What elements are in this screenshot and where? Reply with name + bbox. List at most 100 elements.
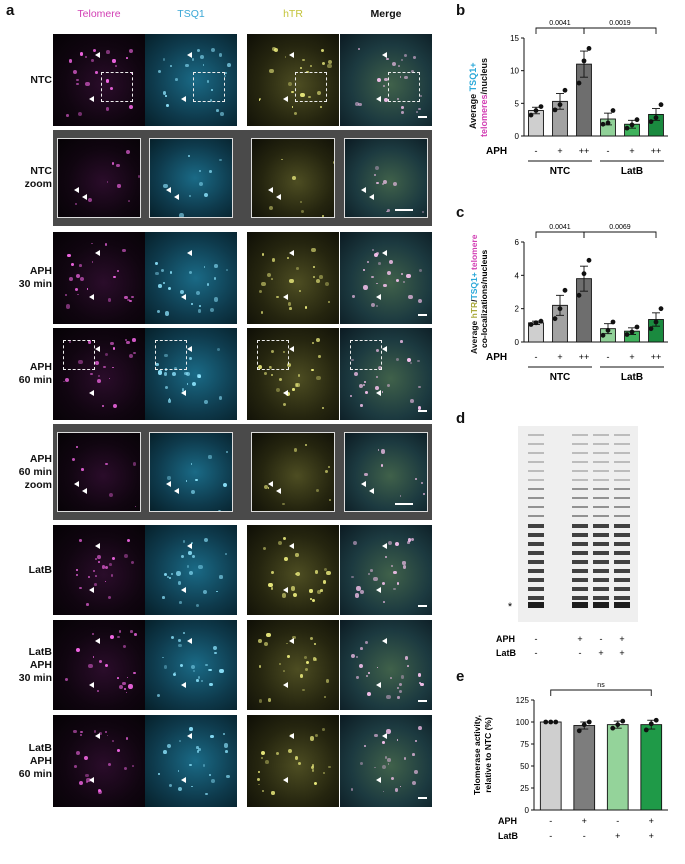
gel-band bbox=[528, 461, 544, 463]
gel-band bbox=[593, 602, 609, 608]
gel-band bbox=[572, 551, 588, 555]
gel-band bbox=[572, 479, 588, 481]
data-point bbox=[586, 257, 592, 263]
row-label: NTC bbox=[30, 73, 52, 86]
gel-band bbox=[572, 452, 588, 454]
gel-band bbox=[593, 434, 609, 436]
category-mark: - bbox=[549, 816, 552, 826]
y-tick-label: 4 bbox=[515, 271, 520, 280]
row-label: APH bbox=[498, 816, 517, 826]
row-label: NTC zoom bbox=[24, 165, 52, 190]
significance-label: 0.0041 bbox=[549, 224, 571, 231]
chart-e: 0 25 50 75 100 125 ns Telomerase activity, relat… bbox=[472, 682, 668, 841]
data-point bbox=[581, 271, 587, 277]
row-label: APH bbox=[486, 146, 507, 157]
data-point bbox=[658, 306, 664, 312]
channel-header: hTR bbox=[283, 8, 303, 20]
data-point bbox=[629, 122, 635, 128]
category-label: + bbox=[629, 352, 634, 362]
data-point bbox=[610, 108, 616, 113]
gel-band bbox=[593, 542, 609, 546]
gel-band bbox=[593, 461, 609, 463]
y-tick-label: 5 bbox=[515, 99, 520, 108]
data-point bbox=[581, 58, 587, 64]
gel-band bbox=[572, 434, 588, 436]
roi-box bbox=[257, 340, 289, 370]
gel-band bbox=[572, 560, 588, 564]
category-mark: + bbox=[649, 831, 654, 841]
gel-band bbox=[528, 506, 544, 508]
lane-mark: + bbox=[619, 634, 624, 644]
row-label: LatB APH 60 min bbox=[18, 741, 52, 780]
micrograph bbox=[57, 432, 141, 512]
gel-band bbox=[593, 596, 609, 600]
data-point bbox=[600, 121, 606, 127]
micrograph bbox=[340, 328, 432, 420]
data-point bbox=[533, 108, 539, 113]
micrograph bbox=[251, 138, 335, 218]
data-point bbox=[620, 718, 626, 724]
gel-band bbox=[614, 515, 630, 517]
gel-band bbox=[593, 551, 609, 555]
data-point bbox=[576, 728, 582, 734]
significance-label: 0.0041 bbox=[549, 20, 571, 27]
gel-band bbox=[614, 452, 630, 454]
y-axis-label: Average TSQ1+ bbox=[468, 63, 478, 129]
data-point bbox=[648, 119, 654, 125]
y-tick-label: 50 bbox=[520, 762, 529, 771]
chart-b: 0 5 10 15 0.0041 0.0019 Average TSQ1+telomeres… bbox=[468, 20, 668, 177]
data-point bbox=[605, 327, 611, 333]
data-point bbox=[615, 722, 621, 728]
gel-band bbox=[614, 569, 630, 573]
data-point bbox=[653, 717, 659, 723]
gel-band bbox=[528, 434, 544, 436]
gel-band bbox=[593, 470, 609, 472]
gel-band bbox=[572, 596, 588, 600]
gel-band bbox=[528, 602, 544, 608]
gel-band bbox=[528, 443, 544, 445]
y-tick-label: 2 bbox=[515, 305, 520, 314]
micrograph bbox=[53, 525, 145, 615]
gel-band bbox=[593, 578, 609, 582]
micrograph bbox=[145, 232, 237, 324]
data-point bbox=[538, 104, 544, 109]
micrograph bbox=[247, 328, 339, 420]
roi-box bbox=[155, 340, 187, 370]
gel-band bbox=[593, 533, 609, 537]
gel-band bbox=[528, 452, 544, 454]
gel-band bbox=[593, 443, 609, 445]
micrograph bbox=[53, 620, 145, 710]
gel-band bbox=[614, 434, 630, 436]
gel-band bbox=[614, 551, 630, 555]
category-label: - bbox=[535, 146, 538, 156]
y-tick-label: 6 bbox=[515, 238, 520, 247]
gel-band bbox=[614, 524, 630, 528]
panel-letter-c: c bbox=[456, 204, 465, 221]
gel-band bbox=[572, 524, 588, 528]
y-tick-label: 10 bbox=[510, 67, 519, 76]
gel-band bbox=[614, 587, 630, 591]
y-axis-label: Average hTR/TSQ1+ telomere bbox=[469, 234, 479, 354]
row-label: APH bbox=[496, 634, 515, 644]
micrograph bbox=[149, 432, 233, 512]
bar bbox=[539, 721, 562, 811]
y-tick-label: 125 bbox=[516, 696, 530, 705]
category-label: - bbox=[535, 352, 538, 362]
panel-letter-b: b bbox=[456, 2, 466, 19]
roi-box bbox=[295, 72, 327, 102]
roi-box bbox=[193, 72, 225, 102]
category-label: - bbox=[607, 352, 610, 362]
micrograph bbox=[145, 715, 237, 807]
data-point bbox=[581, 722, 587, 728]
data-point bbox=[543, 719, 549, 725]
micrograph bbox=[251, 432, 335, 512]
gel-band bbox=[614, 443, 630, 445]
data-point bbox=[586, 46, 592, 51]
micrograph bbox=[145, 620, 237, 710]
micrograph bbox=[344, 138, 428, 218]
micrograph bbox=[149, 138, 233, 218]
gel-band bbox=[593, 479, 609, 481]
group-label: NTC bbox=[550, 166, 571, 177]
y-tick-label: 0 bbox=[525, 806, 530, 815]
lane-mark: - bbox=[535, 648, 538, 658]
